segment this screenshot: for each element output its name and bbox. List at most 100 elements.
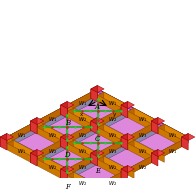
Text: $W_2$: $W_2$	[138, 163, 147, 172]
Polygon shape	[68, 108, 97, 124]
Polygon shape	[98, 95, 121, 114]
Text: $W_1$: $W_1$	[48, 115, 57, 124]
Polygon shape	[151, 149, 165, 156]
Text: B: B	[65, 119, 70, 126]
Polygon shape	[37, 156, 67, 172]
Polygon shape	[98, 92, 127, 108]
Polygon shape	[74, 160, 98, 177]
Polygon shape	[121, 137, 128, 150]
Polygon shape	[68, 172, 74, 182]
Polygon shape	[128, 108, 158, 124]
Polygon shape	[91, 85, 104, 92]
Polygon shape	[74, 108, 98, 125]
Polygon shape	[98, 127, 121, 146]
Text: $W_1$: $W_1$	[138, 115, 147, 124]
Polygon shape	[68, 108, 74, 118]
Polygon shape	[128, 156, 158, 172]
Polygon shape	[37, 124, 43, 134]
Polygon shape	[74, 128, 98, 145]
Polygon shape	[128, 140, 134, 150]
Polygon shape	[68, 175, 91, 189]
Polygon shape	[37, 156, 43, 166]
Polygon shape	[91, 89, 98, 102]
Text: $W_3$: $W_3$	[108, 131, 117, 140]
Polygon shape	[61, 133, 74, 141]
Text: x: x	[80, 112, 83, 117]
Polygon shape	[44, 156, 67, 173]
Text: $W_1$: $W_1$	[17, 147, 27, 156]
Polygon shape	[74, 172, 98, 189]
Text: $W_3$: $W_3$	[78, 147, 87, 156]
Polygon shape	[37, 140, 67, 156]
Polygon shape	[182, 133, 195, 141]
Polygon shape	[134, 128, 158, 145]
Polygon shape	[104, 124, 128, 141]
Polygon shape	[104, 156, 128, 173]
Polygon shape	[30, 118, 37, 130]
Text: $W_2$: $W_2$	[108, 163, 117, 172]
Polygon shape	[151, 149, 158, 163]
Polygon shape	[98, 153, 104, 162]
Polygon shape	[121, 166, 134, 173]
Polygon shape	[68, 92, 91, 111]
Polygon shape	[13, 140, 37, 157]
Polygon shape	[151, 121, 158, 134]
Polygon shape	[7, 140, 37, 156]
Text: $W_3$: $W_3$	[138, 147, 147, 156]
Polygon shape	[44, 112, 67, 129]
Polygon shape	[128, 111, 152, 130]
Polygon shape	[30, 149, 44, 156]
Polygon shape	[68, 124, 97, 140]
Polygon shape	[128, 124, 158, 140]
Polygon shape	[0, 133, 7, 146]
Polygon shape	[158, 127, 182, 146]
Text: y: y	[113, 112, 116, 117]
Text: $W_2$: $W_2$	[108, 180, 117, 188]
Polygon shape	[7, 124, 31, 143]
Polygon shape	[91, 118, 98, 130]
Polygon shape	[68, 111, 91, 130]
Polygon shape	[128, 108, 134, 118]
Polygon shape	[128, 124, 152, 143]
Polygon shape	[98, 92, 104, 102]
Text: $W_1$: $W_1$	[168, 131, 178, 140]
Text: $W_1$: $W_1$	[108, 99, 117, 108]
Polygon shape	[37, 108, 61, 127]
Polygon shape	[91, 153, 98, 166]
Polygon shape	[91, 149, 104, 156]
Polygon shape	[98, 124, 127, 140]
Text: $W_3$: $W_3$	[78, 163, 87, 172]
Polygon shape	[128, 140, 158, 156]
Text: $W_3$: $W_3$	[108, 147, 117, 156]
Polygon shape	[91, 121, 98, 134]
Text: $W_2$: $W_2$	[78, 115, 87, 124]
Polygon shape	[0, 133, 13, 141]
Text: $W_2$: $W_2$	[108, 115, 117, 124]
Polygon shape	[0, 137, 7, 150]
Polygon shape	[68, 140, 74, 150]
Polygon shape	[37, 153, 43, 162]
Polygon shape	[98, 160, 121, 178]
Polygon shape	[7, 140, 13, 150]
Polygon shape	[37, 127, 61, 146]
Polygon shape	[98, 89, 188, 140]
Polygon shape	[68, 169, 74, 178]
Polygon shape	[98, 172, 121, 189]
Polygon shape	[61, 105, 67, 118]
Polygon shape	[61, 133, 67, 146]
Polygon shape	[121, 101, 134, 108]
Polygon shape	[121, 105, 128, 118]
Polygon shape	[7, 143, 31, 162]
Polygon shape	[68, 137, 74, 146]
Polygon shape	[68, 156, 97, 172]
Polygon shape	[98, 108, 121, 127]
Polygon shape	[91, 149, 98, 163]
Polygon shape	[68, 172, 97, 188]
Polygon shape	[128, 137, 134, 146]
Polygon shape	[74, 140, 98, 157]
Polygon shape	[128, 169, 134, 178]
Polygon shape	[61, 166, 74, 173]
Polygon shape	[98, 156, 104, 166]
Polygon shape	[158, 124, 164, 134]
Polygon shape	[158, 140, 188, 156]
